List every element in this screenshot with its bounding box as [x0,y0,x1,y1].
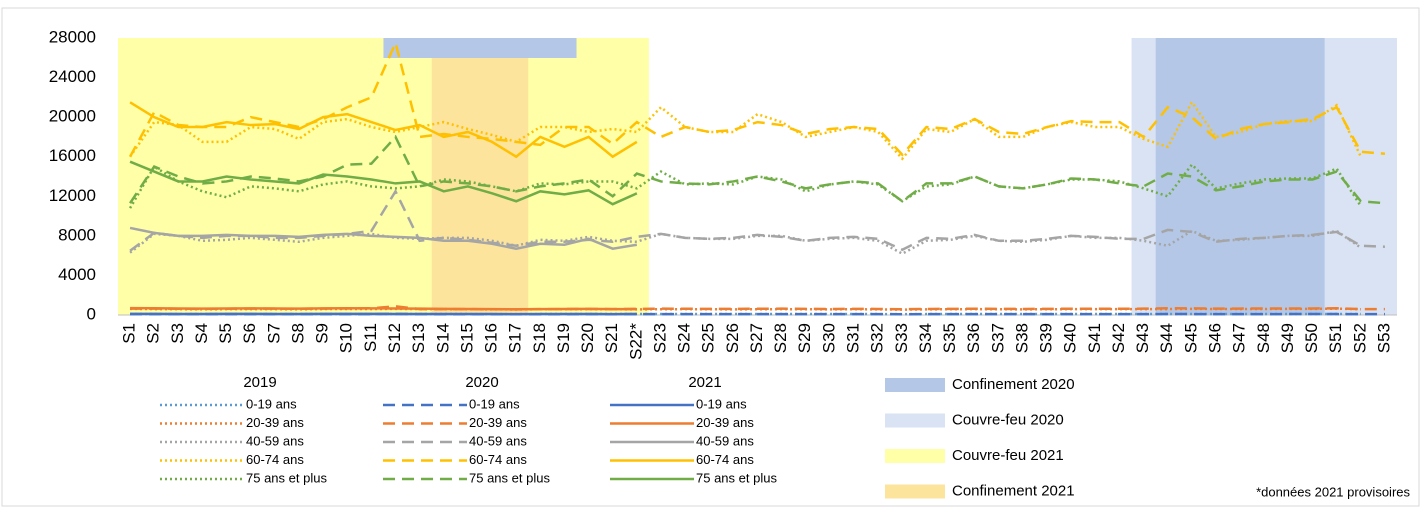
legend-label: 0-19 ans [246,396,297,411]
x-tick-label: S1 [120,323,139,344]
note: *données 2021 provisoires [1256,484,1410,499]
y-tick-label: 20000 [49,107,96,126]
legend-label: 40-59 ans [246,433,304,448]
x-tick-label: S32 [868,323,887,353]
x-tick-label: S24 [675,323,694,353]
legend-label: 20-39 ans [696,415,754,430]
x-tick-label: S36 [964,323,983,353]
legend-label: 20-39 ans [469,415,527,430]
x-tick-label: S11 [361,323,380,352]
x-tick-label: S9 [313,323,332,344]
x-tick-label: S8 [288,323,307,344]
x-tick-label: S35 [940,323,959,353]
legend-label: 60-74 ans [469,452,527,467]
x-tick-label: S14 [433,323,452,353]
legend-period-label: Couvre-feu 2020 [952,411,1064,428]
x-tick-label: S34 [916,323,935,353]
y-tick-label: 4000 [58,265,96,284]
legend-period-label: Confinement 2021 [952,482,1075,499]
y-tick-label: 16000 [49,146,96,165]
x-tick-label: S53 [1374,323,1393,353]
legend-label: 75 ans et plus [696,470,777,485]
y-tick-label: 0 [87,304,96,323]
legend-label: 0-19 ans [469,396,520,411]
x-tick-label: S29 [795,323,814,353]
x-tick-label: S48 [1254,323,1273,353]
legend-label: 0-19 ans [696,396,747,411]
x-tick-label: S38 [1012,323,1031,353]
x-tick-label: S20 [578,323,597,353]
legend-group-title: 2019 [243,374,276,391]
x-tick-label: S45 [1181,323,1200,353]
x-tick-label: S18 [530,323,549,353]
x-tick-label: S44 [1157,323,1176,353]
x-tick-label: S22* [626,323,645,360]
x-tick-label: S25 [699,323,718,353]
x-tick-label: S41 [1085,323,1104,353]
x-tick-label: S31 [844,323,863,353]
x-tick-label: S6 [240,323,259,344]
legend-label: 60-74 ans [246,452,304,467]
x-tick-label: S26 [723,323,742,353]
legend-period-swatch [885,449,945,463]
legend-period-swatch [885,414,945,428]
legend-group-title: 2020 [465,374,498,391]
x-tick-label: S19 [554,323,573,353]
x-tick-label: S42 [1109,323,1128,353]
legend-label: 40-59 ans [696,433,754,448]
x-tick-label: S30 [819,323,838,353]
legend-period-label: Couvre-feu 2021 [952,447,1064,464]
period-band [1156,38,1325,315]
x-tick-label: S7 [264,323,283,344]
x-tick-label: S17 [506,323,525,353]
x-tick-label: S51 [1326,323,1345,353]
x-tick-label: S37 [988,323,1007,353]
legend-label: 40-59 ans [469,433,527,448]
x-tick-label: S23 [650,323,669,353]
legend-label: 75 ans et plus [246,470,327,485]
legend-period-label: Confinement 2020 [952,376,1075,393]
y-tick-label: 24000 [49,67,96,86]
series-line [130,308,637,309]
x-tick-label: S39 [1037,323,1056,353]
x-tick-label: S4 [192,323,211,344]
y-tick-label: 12000 [49,186,96,205]
x-tick-label: S13 [409,323,428,353]
x-tick-label: S43 [1133,323,1152,353]
legend-period-swatch [885,485,945,499]
x-tick-label: S52 [1350,323,1369,353]
x-tick-label: S33 [892,323,911,353]
x-tick-label: S49 [1278,323,1297,353]
x-tick-label: S21 [602,323,621,353]
x-tick-label: S16 [482,323,501,353]
x-tick-label: S3 [168,323,187,344]
legend-label: 75 ans et plus [469,470,550,485]
period-band [383,38,576,58]
legend-group-title: 2021 [688,374,721,391]
x-tick-label: S15 [457,323,476,353]
x-tick-label: S50 [1302,323,1321,353]
x-tick-label: S10 [337,323,356,353]
x-tick-label: S47 [1230,323,1249,353]
y-tick-label: 28000 [49,27,96,46]
x-tick-label: S46 [1205,323,1224,353]
x-tick-label: S5 [216,323,235,344]
legend-period-swatch [885,378,945,392]
x-tick-label: S28 [771,323,790,353]
x-tick-label: S40 [1061,323,1080,353]
legend-label: 60-74 ans [696,452,754,467]
y-tick-label: 8000 [58,225,96,244]
x-tick-label: S2 [144,323,163,344]
period-band [432,38,529,315]
x-tick-label: S27 [747,323,766,353]
period-band [118,38,649,315]
x-tick-label: S12 [385,323,404,353]
legend-label: 20-39 ans [246,415,304,430]
